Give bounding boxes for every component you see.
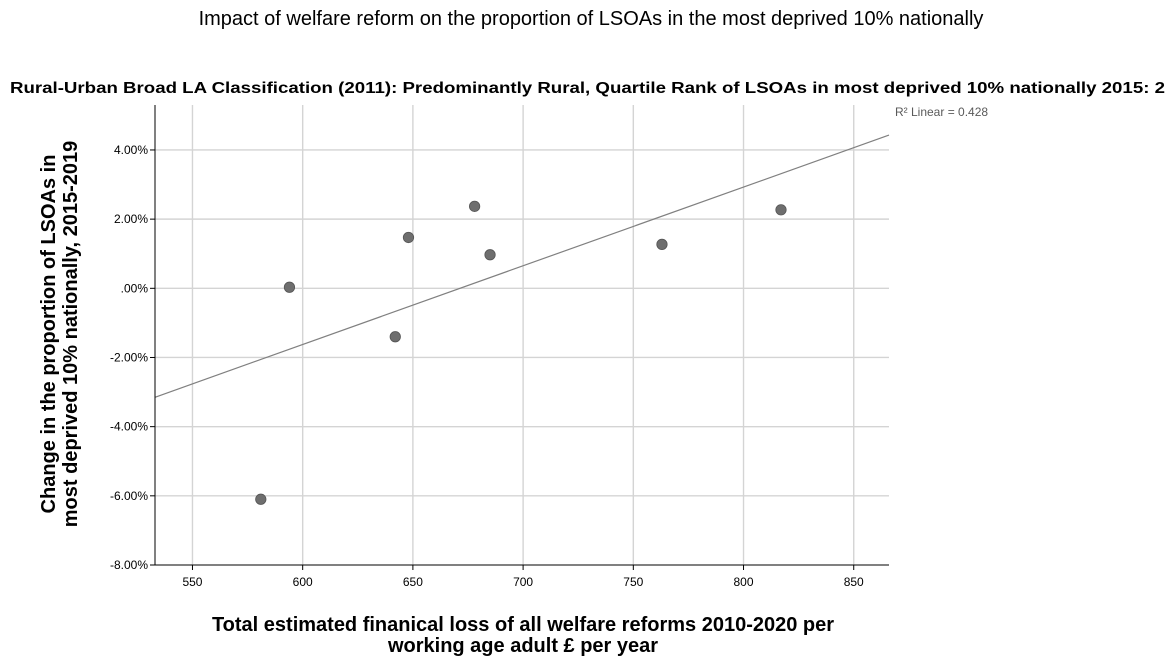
x-tick-label: 700 (513, 575, 533, 589)
data-point (775, 204, 787, 216)
y-tick-label: 4.00% (114, 143, 148, 157)
x-axis-label-line-2: working age adult £ per year (387, 635, 658, 657)
axes (154, 105, 889, 566)
y-tick-label: -2.00% (110, 350, 148, 364)
y-tick-label: -8.00% (110, 558, 148, 572)
x-tick-label: 550 (182, 575, 202, 589)
data-point (283, 281, 296, 293)
linear-fit-line (154, 134, 890, 398)
x-axis-label-line-1: Total estimated finanical loss of all we… (212, 614, 834, 636)
x-tick-label: 650 (403, 575, 423, 589)
chart-subtitle: Rural-Urban Broad LA Classification (201… (10, 80, 1165, 97)
data-point (469, 200, 481, 212)
y-axis-label-line-2: most deprived 10% nationally, 2015-2019 (60, 141, 82, 527)
y-tick-label: .00% (121, 281, 149, 295)
data-point (389, 331, 401, 343)
y-axis-label-line-1: Change in the proportion of LSOAs in (38, 155, 60, 514)
data-point (402, 231, 415, 244)
r-squared-annotation: R² Linear = 0.428 (895, 105, 988, 119)
data-point (656, 238, 668, 250)
y-tick-label: 2.00% (114, 212, 148, 226)
data-point (255, 493, 267, 505)
y-axis-ticks: 4.00% 2.00% .00% -2.00% -4.00% -6.00% -8.00% (110, 143, 155, 572)
y-tick-label: -6.00% (110, 489, 148, 503)
y-tick-label: -4.00% (110, 420, 148, 434)
data-points (255, 200, 787, 505)
x-axis-ticks: 550 600 650 700 750 800 850 (182, 565, 864, 589)
x-tick-label: 850 (844, 575, 864, 589)
fit-line-layer (154, 134, 890, 398)
x-tick-label: 750 (623, 575, 643, 589)
grid-lines (155, 105, 889, 565)
data-point (484, 249, 496, 261)
chart-title: Impact of welfare reform on the proporti… (199, 8, 984, 30)
x-tick-label: 600 (293, 575, 313, 589)
x-tick-label: 800 (734, 575, 754, 589)
